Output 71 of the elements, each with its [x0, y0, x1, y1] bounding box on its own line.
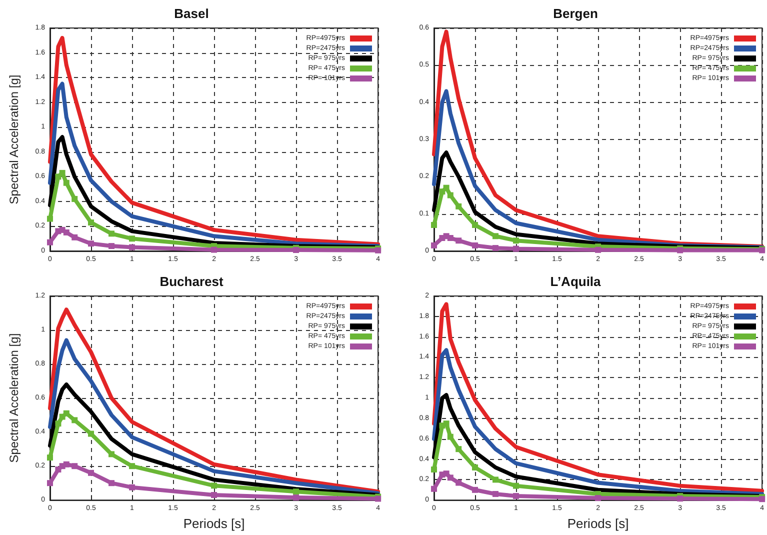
- y-axis-title: Spectral Acceleration [g]: [7, 74, 21, 204]
- point: [456, 203, 462, 210]
- point: [72, 417, 78, 424]
- point: [129, 463, 136, 470]
- line-series: [48, 36, 380, 246]
- point: [88, 470, 94, 476]
- x-axis-title: Periods [s]: [567, 516, 629, 531]
- point: [88, 220, 94, 226]
- point: [492, 490, 499, 497]
- point: [595, 495, 602, 502]
- point: [431, 486, 437, 492]
- point: [47, 239, 53, 246]
- point: [72, 463, 78, 470]
- point: [447, 474, 454, 481]
- point: [447, 192, 454, 198]
- point: [108, 243, 115, 250]
- point: [47, 454, 53, 461]
- point: [472, 486, 478, 493]
- point: [472, 242, 478, 248]
- point: [595, 246, 602, 253]
- point: [513, 238, 520, 244]
- point: [431, 466, 437, 472]
- point: [211, 482, 218, 489]
- line-series: [432, 302, 764, 493]
- point: [63, 229, 70, 236]
- point: [47, 216, 53, 222]
- point: [88, 240, 94, 247]
- point: [108, 230, 115, 237]
- point: [431, 242, 437, 248]
- point: [447, 434, 454, 440]
- point: [492, 245, 499, 252]
- point: [129, 244, 136, 250]
- point: [72, 234, 78, 240]
- point: [293, 247, 300, 254]
- chart-title: Bucharest: [160, 274, 224, 289]
- point: [88, 430, 94, 437]
- point: [63, 410, 70, 416]
- point: [63, 180, 70, 186]
- point: [59, 170, 66, 176]
- point: [513, 482, 520, 489]
- point: [63, 461, 70, 468]
- point: [431, 222, 437, 228]
- point: [211, 492, 218, 498]
- x-axis-title: Periods [s]: [183, 516, 245, 531]
- chart-title: Basel: [174, 6, 209, 21]
- point: [47, 480, 53, 486]
- point: [129, 236, 136, 242]
- point: [447, 234, 454, 241]
- point: [108, 480, 115, 486]
- point: [129, 484, 136, 490]
- point: [472, 222, 478, 228]
- point: [456, 480, 462, 486]
- point: [677, 496, 684, 502]
- point: [443, 420, 450, 427]
- point: [108, 451, 115, 458]
- point: [513, 493, 520, 500]
- point: [513, 246, 520, 252]
- chart-title: L’Aquila: [550, 274, 602, 289]
- point: [72, 196, 78, 202]
- point: [293, 488, 300, 495]
- point: [492, 476, 499, 483]
- chart-title: Bergen: [553, 6, 598, 21]
- point: [456, 238, 462, 244]
- point: [211, 246, 218, 253]
- point: [293, 494, 300, 501]
- point: [456, 446, 462, 452]
- y-axis-title: Spectral Acceleration [g]: [7, 333, 21, 463]
- point: [472, 464, 478, 470]
- point: [492, 233, 499, 240]
- line-series: [48, 308, 380, 494]
- point: [55, 420, 62, 427]
